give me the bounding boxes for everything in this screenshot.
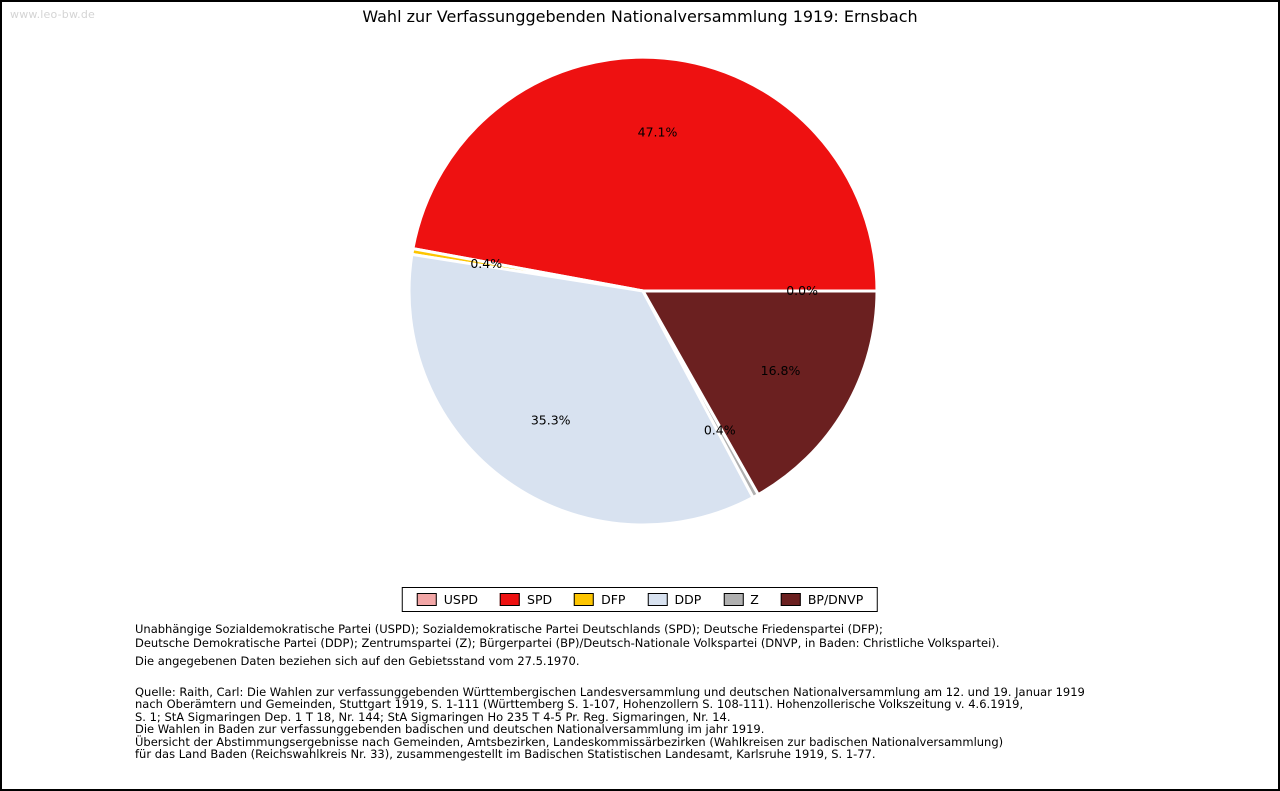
pie-slice-ddp xyxy=(407,252,755,527)
legend-label-dfp: DFP xyxy=(601,592,626,607)
pie-percent-label-uspd: 0.0% xyxy=(786,283,818,298)
pie-chart: 0.0% 47.1% 0.4% 35.3% 0.4% 16.8% xyxy=(2,2,1278,566)
legend: USPD SPD DFP DDP Z BP/DNVP xyxy=(401,587,879,612)
pie-percent-label-ddp: 35.3% xyxy=(531,413,571,428)
pie-slice-spd xyxy=(411,55,879,293)
legend-item-dfp: DFP xyxy=(574,592,625,607)
legend-item-bp-dnvp: BP/DNVP xyxy=(780,592,864,607)
legend-item-ddp: DDP xyxy=(647,592,701,607)
legend-swatch-spd xyxy=(500,593,521,606)
legend-label-ddp: DDP xyxy=(674,592,702,607)
footnote-party-names: Unabhängige Sozialdemokratische Partei (… xyxy=(135,622,1000,650)
pie-percent-label-bp-dnvp: 16.8% xyxy=(761,363,801,378)
pie-slice-bp-dnvp xyxy=(641,289,879,497)
legend-swatch-z xyxy=(723,593,744,606)
footnote-quelle: Quelle: Raith, Carl: Die Wahlen zur verf… xyxy=(135,685,1085,762)
pie-percent-label-z: 0.4% xyxy=(704,422,736,437)
pie-percent-label-spd: 47.1% xyxy=(638,125,678,140)
pie-svg: 0.0% 47.1% 0.4% 35.3% 0.4% 16.8% xyxy=(407,55,879,527)
legend-item-spd: SPD xyxy=(500,592,552,607)
legend-label-spd: SPD xyxy=(527,592,553,607)
legend-swatch-ddp xyxy=(647,593,668,606)
footnote-gebietsstand: Die angegebenen Daten beziehen sich auf … xyxy=(135,654,580,668)
legend-swatch-bp-dnvp xyxy=(780,593,801,606)
pie-percent-label-dfp: 0.4% xyxy=(470,256,502,271)
legend-swatch-uspd xyxy=(416,593,437,606)
legend-swatch-dfp xyxy=(574,593,595,606)
legend-label-bp-dnvp: BP/DNVP xyxy=(807,592,864,607)
legend-item-z: Z xyxy=(723,592,759,607)
watermark: www.leo-bw.de xyxy=(10,8,96,21)
legend-label-uspd: USPD xyxy=(443,592,479,607)
chart-title: Wahl zur Verfassunggebenden Nationalvers… xyxy=(362,7,918,26)
legend-label-z: Z xyxy=(750,592,759,607)
legend-item-uspd: USPD xyxy=(416,592,479,607)
